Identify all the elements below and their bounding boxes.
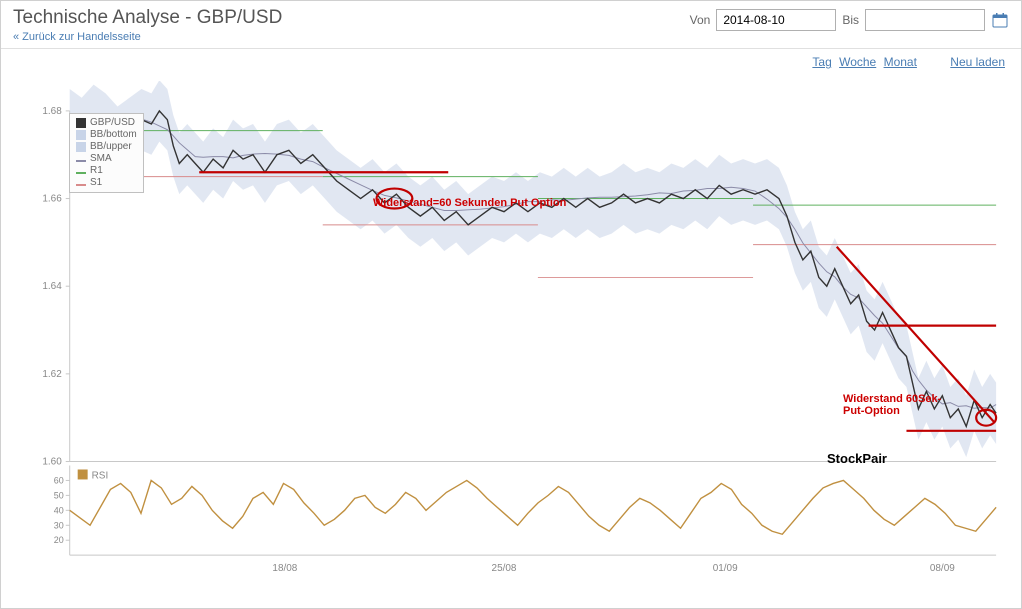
annotation-2-label: Widerstand 60Sek-Put-Option xyxy=(843,393,941,417)
svg-text:40: 40 xyxy=(54,505,64,515)
legend-item: BB/bottom xyxy=(76,129,137,141)
legend-label: R1 xyxy=(90,165,103,177)
chart-svg: 1.60 1.62 1.64 1.66 1.68 20 30 40 50 60 RSI 18/08 25… xyxy=(13,81,1009,596)
reload-link[interactable]: Neu laden xyxy=(950,55,1005,69)
svg-text:01/09: 01/09 xyxy=(713,563,738,574)
legend-swatch xyxy=(76,184,86,186)
timeframe-bar: Tag Woche Monat Neu laden xyxy=(1,49,1021,77)
annotation-1-label: Widerstand=60 Sekunden Put Option xyxy=(373,197,566,209)
legend-label: SMA xyxy=(90,153,112,165)
legend-swatch xyxy=(76,160,86,162)
legend-item: S1 xyxy=(76,177,137,189)
date-to-input[interactable] xyxy=(865,9,985,31)
legend-item: SMA xyxy=(76,153,137,165)
legend-swatch xyxy=(76,130,86,140)
svg-text:50: 50 xyxy=(54,490,64,500)
svg-text:RSI: RSI xyxy=(92,470,109,481)
app-window: Technische Analyse - GBP/USD « Zurück zu… xyxy=(0,0,1022,609)
legend-swatch xyxy=(76,172,86,174)
svg-text:20: 20 xyxy=(54,535,64,545)
back-link[interactable]: « Zurück zur Handelsseite xyxy=(13,31,1009,43)
svg-text:60: 60 xyxy=(54,475,64,485)
date-range-controls: Von Bis xyxy=(690,9,1009,31)
legend-item: GBP/USD xyxy=(76,117,137,129)
legend-item: BB/upper xyxy=(76,141,137,153)
legend-swatch xyxy=(76,142,86,152)
date-from-input[interactable] xyxy=(716,9,836,31)
legend-label: GBP/USD xyxy=(90,117,135,129)
svg-text:1.66: 1.66 xyxy=(42,194,62,205)
header: Technische Analyse - GBP/USD « Zurück zu… xyxy=(1,1,1021,49)
watermark: StockPair xyxy=(827,451,887,466)
legend: GBP/USDBB/bottomBB/upperSMAR1S1 xyxy=(69,113,144,193)
svg-text:18/08: 18/08 xyxy=(272,563,297,574)
legend-item: R1 xyxy=(76,165,137,177)
svg-text:30: 30 xyxy=(54,520,64,530)
legend-label: BB/upper xyxy=(90,141,132,153)
svg-text:1.62: 1.62 xyxy=(42,369,62,380)
svg-text:1.60: 1.60 xyxy=(42,457,62,468)
svg-text:1.64: 1.64 xyxy=(42,281,62,292)
legend-swatch xyxy=(76,118,86,128)
legend-label: S1 xyxy=(90,177,102,189)
von-label: Von xyxy=(690,13,711,27)
svg-text:1.68: 1.68 xyxy=(42,106,62,117)
timeframe-monat[interactable]: Monat xyxy=(884,55,917,69)
svg-text:25/08: 25/08 xyxy=(492,563,517,574)
timeframe-woche[interactable]: Woche xyxy=(839,55,876,69)
svg-text:08/09: 08/09 xyxy=(930,563,955,574)
chart-area: 1.60 1.62 1.64 1.66 1.68 20 30 40 50 60 RSI 18/08 25… xyxy=(13,81,1009,596)
calendar-icon[interactable] xyxy=(991,11,1009,29)
timeframe-tag[interactable]: Tag xyxy=(812,55,831,69)
bis-label: Bis xyxy=(842,13,859,27)
legend-label: BB/bottom xyxy=(90,129,137,141)
